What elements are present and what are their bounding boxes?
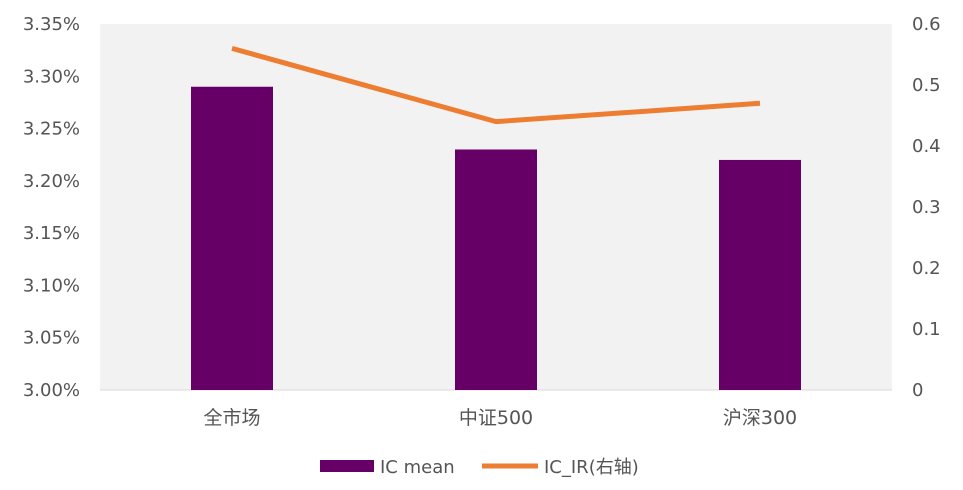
left-y-tick-label: 3.30% xyxy=(23,66,80,87)
bar-2 xyxy=(455,149,537,390)
left-y-axis-ticks: 3.00% 3.05% 3.10% 3.15% 3.20% 3.25% 3.30% 3.35% xyxy=(23,14,80,401)
legend-swatch-ic-mean xyxy=(320,460,374,472)
right-y-tick-label: 0.3 xyxy=(912,197,941,218)
left-y-tick-label: 3.35% xyxy=(23,14,80,35)
category-label: 沪深300 xyxy=(723,407,797,429)
right-y-tick-label: 0.4 xyxy=(912,136,941,157)
left-y-tick-label: 3.10% xyxy=(23,275,80,296)
bar-1 xyxy=(191,87,273,390)
bar-3 xyxy=(719,160,801,390)
right-y-tick-label: 0.6 xyxy=(912,14,941,35)
left-y-tick-label: 3.05% xyxy=(23,328,80,349)
category-label: 中证500 xyxy=(459,407,533,429)
left-y-tick-label: 3.20% xyxy=(23,171,80,192)
right-y-tick-label: 0.2 xyxy=(912,258,941,279)
legend-label-ic-ir: IC_IR(右轴) xyxy=(544,457,639,478)
right-y-tick-label: 0.5 xyxy=(912,75,941,96)
left-y-tick-label: 3.00% xyxy=(23,380,80,401)
category-labels: 全市场 中证500 沪深300 xyxy=(203,407,797,429)
legend-label-ic-mean: IC mean xyxy=(380,457,455,478)
left-y-tick-label: 3.25% xyxy=(23,119,80,140)
legend: IC mean IC_IR(右轴) xyxy=(320,457,639,478)
right-y-tick-label: 0 xyxy=(912,380,923,401)
left-y-tick-label: 3.15% xyxy=(23,223,80,244)
right-y-axis-ticks: 0 0.1 0.2 0.3 0.4 0.5 0.6 xyxy=(912,14,941,401)
right-y-tick-label: 0.1 xyxy=(912,319,941,340)
category-label: 全市场 xyxy=(203,407,260,429)
